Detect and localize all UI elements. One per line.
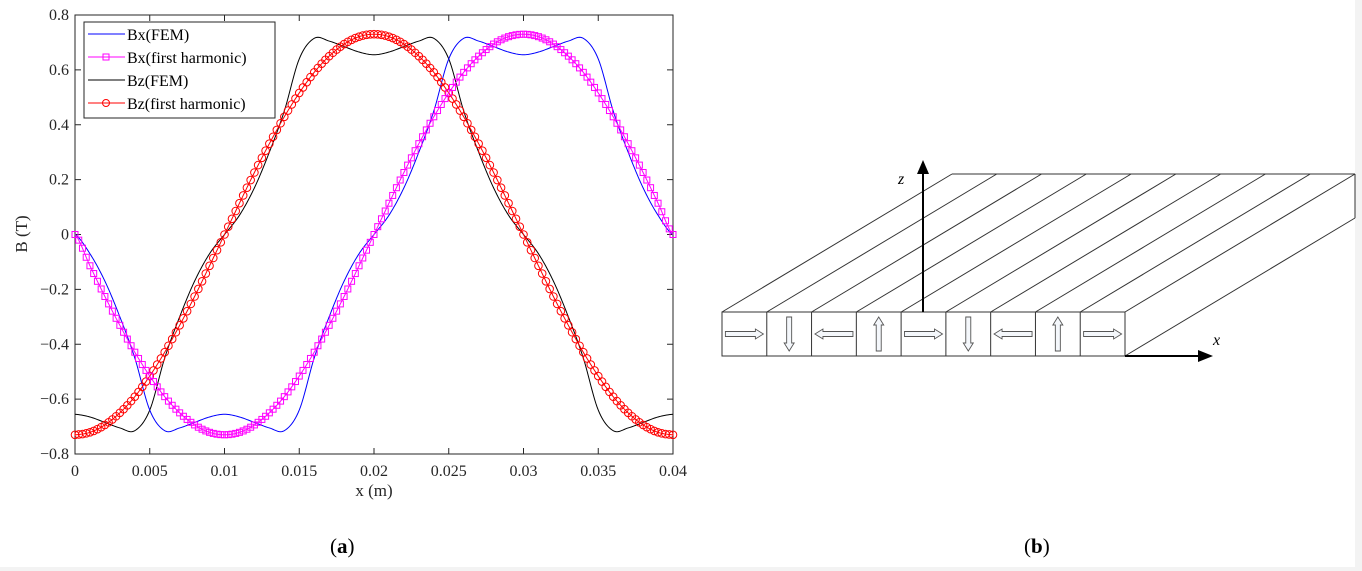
y-tick-label: 0.4 <box>49 117 69 134</box>
y-axis-label: B (T) <box>12 215 31 252</box>
legend-item-bz-fem: Bz(FEM) <box>88 73 188 90</box>
x-tick-label: 0.015 <box>281 463 317 480</box>
axis-ticks: 0 0.005 0.01 0.015 0.02 0.025 0.03 0.035 0.04 0.8… <box>40 7 687 480</box>
y-tick-label: −0.6 <box>40 391 69 408</box>
legend-item-bx-first-harmonic: Bx(first harmonic) <box>88 50 247 67</box>
legend: Bx(FEM) Bx(first harmonic) Bz(FEM) Bz(fi… <box>83 21 276 119</box>
x-tick-label: 0.005 <box>132 463 168 480</box>
y-tick-label: −0.8 <box>40 446 69 463</box>
x-tick-label: 0.035 <box>580 463 616 480</box>
y-tick-label: 0 <box>61 227 69 244</box>
svg-text:Bx(first harmonic): Bx(first harmonic) <box>127 50 247 67</box>
legend-item-bz-first-harmonic: Bz(first harmonic) <box>88 96 246 113</box>
x-tick-label: 0.025 <box>431 463 467 480</box>
y-tick-label: 0.6 <box>49 62 69 79</box>
circle-marker-icon <box>102 99 110 107</box>
legend-item-bx-fem: Bx(FEM) <box>88 27 189 44</box>
y-tick-label: 0.2 <box>49 172 69 189</box>
x-tick-label: 0.02 <box>360 463 388 480</box>
y-tick-label: −0.2 <box>40 281 69 298</box>
square-marker-icon <box>102 53 110 61</box>
caption-b: (b) <box>1024 534 1050 558</box>
svg-text:Bx(FEM): Bx(FEM) <box>127 27 189 44</box>
series-bx-first-harmonic- <box>71 30 677 439</box>
x-tick-label: 0.04 <box>659 463 687 480</box>
svg-text:Bz(FEM): Bz(FEM) <box>127 73 188 90</box>
caption-a: (a) <box>330 534 355 558</box>
y-tick-label: 0.8 <box>49 7 69 24</box>
x-tick-label: 0.03 <box>510 463 538 480</box>
series-bz-first-harmonic- <box>70 29 678 440</box>
series-bz-fem- <box>74 36 674 433</box>
x-tick-label: 0 <box>71 463 79 480</box>
y-tick-label: −0.4 <box>40 336 69 353</box>
x-tick-label: 0.01 <box>211 463 239 480</box>
x-axis-label: x (m) <box>355 481 392 500</box>
svg-text:Bz(first harmonic): Bz(first harmonic) <box>127 96 246 113</box>
field-chart: 0 0.005 0.01 0.015 0.02 0.025 0.03 0.035 0.04 0.8… <box>12 7 687 500</box>
series-layer <box>70 29 678 440</box>
